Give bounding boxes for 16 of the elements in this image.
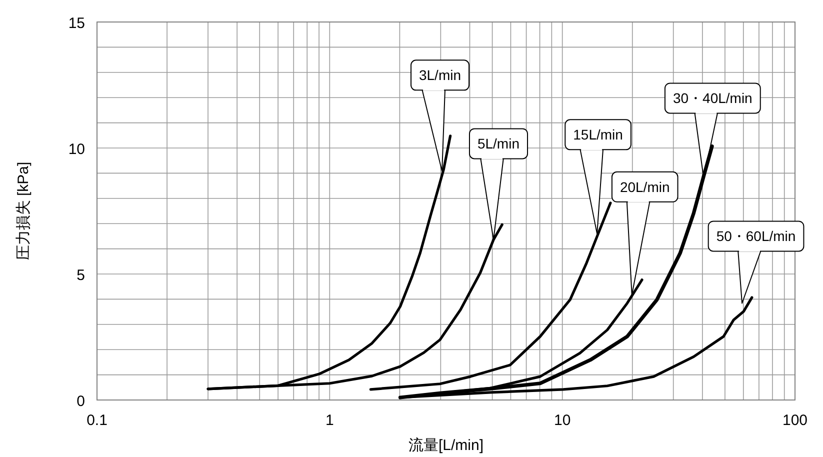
x-tick-label: 1 (325, 412, 334, 429)
x-axis-title: 流量[L/min] (408, 437, 484, 454)
y-tick-label: 0 (76, 393, 85, 410)
annotation: 50・60L/min (716, 228, 796, 244)
annotation: 30・40L/min (672, 90, 752, 106)
annotation: 20L/min (620, 178, 670, 195)
y-tick-label: 5 (76, 267, 85, 284)
y-axis-title: 圧力損失 [kPa] (15, 162, 32, 260)
x-tick-label: 10 (554, 412, 571, 429)
y-tick-label: 10 (68, 141, 85, 158)
x-tick-label: 0.1 (86, 412, 108, 429)
annotation: 5L/min (477, 136, 520, 152)
annotation: 15L/min (573, 126, 623, 143)
x-tick-label: 100 (782, 412, 808, 429)
y-tick-label: 15 (68, 15, 85, 32)
annotation: 3L/min (419, 67, 462, 84)
